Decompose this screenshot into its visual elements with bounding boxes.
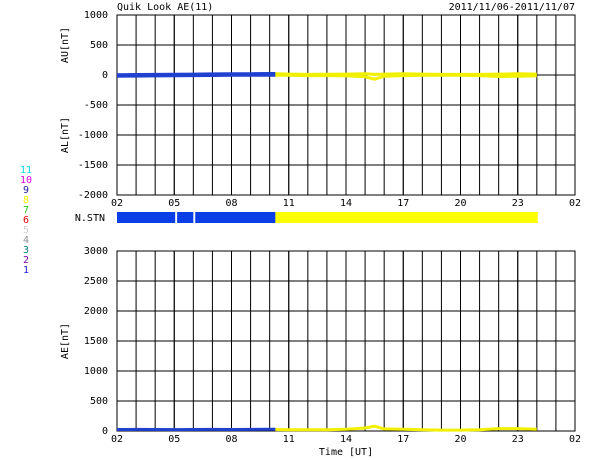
station-segment — [177, 212, 194, 223]
x-tick-label: 20 — [454, 198, 466, 209]
y-axis-label: AL[nT] — [60, 117, 71, 153]
x-tick-label: 05 — [168, 434, 180, 445]
y-tick-label: 500 — [90, 396, 108, 407]
y-tick-label: 2500 — [84, 276, 108, 287]
y-axis-label: AE[nT] — [60, 323, 71, 359]
station-segment — [195, 212, 276, 223]
station-number: 5 — [23, 225, 29, 236]
station-label: N.STN — [75, 213, 105, 224]
y-tick-label: -1500 — [78, 160, 108, 171]
station-number: 1 — [23, 265, 29, 276]
station-number: 11 — [20, 165, 32, 176]
x-tick-label: 14 — [340, 198, 352, 209]
plot-frame — [116, 250, 576, 432]
y-tick-label: 2000 — [84, 306, 108, 317]
station-number: 10 — [20, 175, 32, 186]
x-tick-label: 02 — [111, 198, 123, 209]
x-tick-label: 02 — [111, 434, 123, 445]
station-number: 3 — [23, 245, 29, 256]
y-tick-label: 1500 — [84, 336, 108, 347]
plot-frame — [116, 14, 576, 196]
y-tick-label: -1000 — [78, 130, 108, 141]
x-tick-label: 23 — [512, 434, 524, 445]
x-tick-label: 17 — [397, 434, 409, 445]
x-tick-label: 11 — [283, 198, 295, 209]
y-tick-label: 0 — [102, 426, 108, 437]
station-segment — [117, 212, 176, 223]
x-axis-label: Time [UT] — [319, 447, 373, 458]
station-number: 2 — [23, 255, 29, 266]
data-line — [116, 72, 276, 77]
y-tick-label: -500 — [84, 100, 108, 111]
x-tick-label: 20 — [454, 434, 466, 445]
y-tick-label: 1000 — [84, 366, 108, 377]
x-tick-label: 23 — [512, 198, 524, 209]
data-line — [116, 73, 276, 78]
data-line — [275, 73, 537, 81]
chart-title: Quik Look AE(11) — [117, 2, 213, 13]
y-tick-label: 1000 — [84, 10, 108, 21]
x-tick-label: 02 — [569, 434, 581, 445]
x-tick-label: 08 — [225, 434, 237, 445]
y-tick-label: 500 — [90, 40, 108, 51]
station-number: 7 — [23, 205, 29, 216]
x-tick-label: 14 — [340, 434, 352, 445]
station-number: 4 — [23, 235, 29, 246]
station-segment — [275, 212, 538, 223]
x-tick-label: 17 — [397, 198, 409, 209]
station-number: 6 — [23, 215, 29, 226]
data-line — [275, 424, 537, 432]
x-tick-label: 08 — [225, 198, 237, 209]
station-number: 9 — [23, 185, 29, 196]
x-tick-label: 05 — [168, 198, 180, 209]
y-tick-label: 0 — [102, 70, 108, 81]
station-number: 8 — [23, 195, 29, 206]
y-axis-label: AU[nT] — [60, 27, 71, 63]
x-tick-label: 02 — [569, 198, 581, 209]
y-tick-label: 3000 — [84, 246, 108, 257]
date-range: 2011/11/06-2011/11/07 — [449, 2, 575, 13]
y-tick-label: -2000 — [78, 190, 108, 201]
x-tick-label: 11 — [283, 434, 295, 445]
